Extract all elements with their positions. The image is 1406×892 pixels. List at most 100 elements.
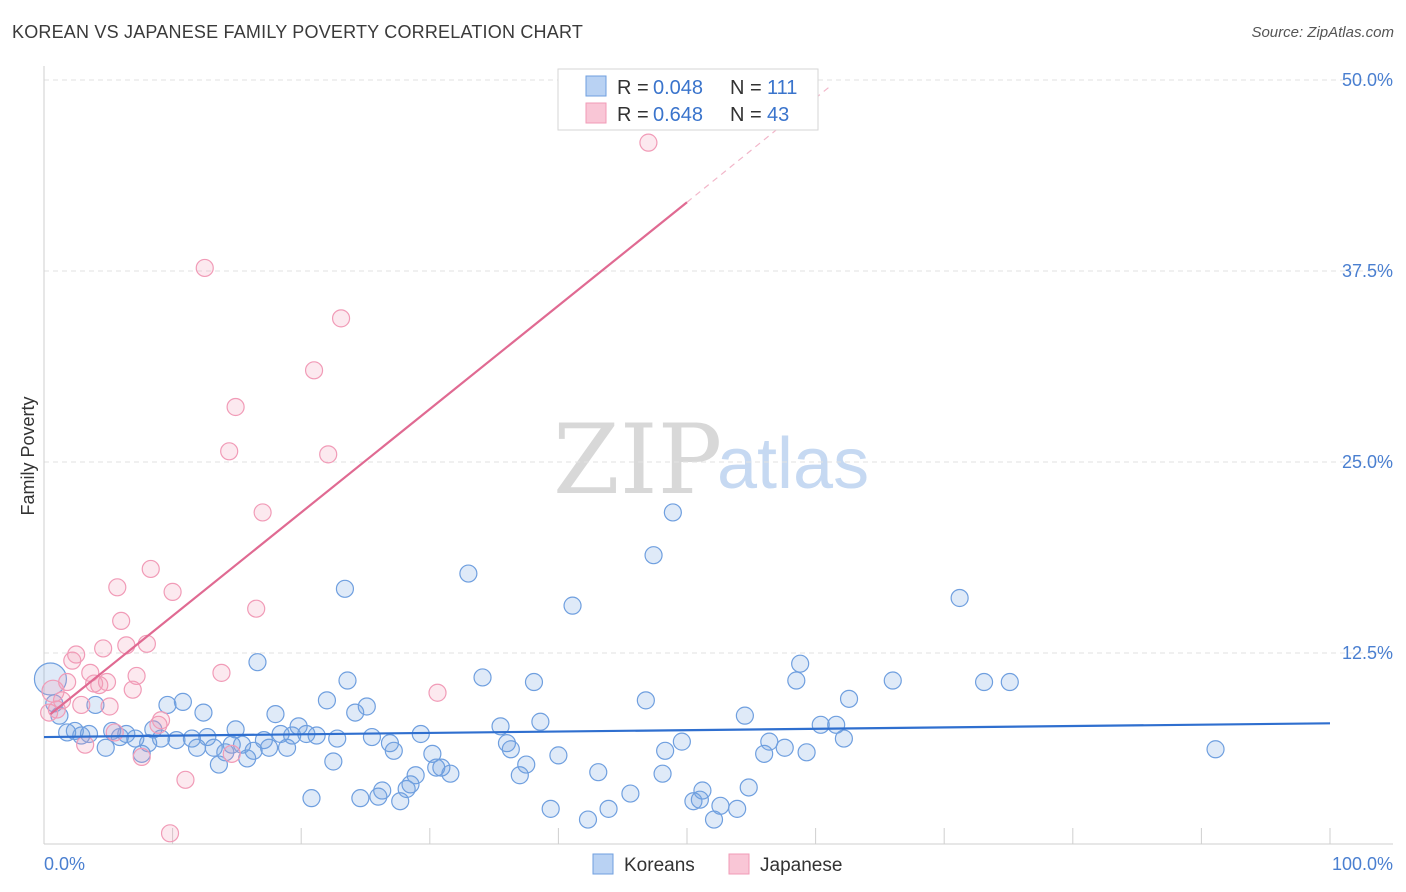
japanese-point xyxy=(100,697,119,716)
korean-point xyxy=(563,596,582,615)
korean-point xyxy=(791,654,810,673)
korean-point xyxy=(384,741,403,760)
watermark-atlas: atlas xyxy=(717,424,869,504)
japanese-point xyxy=(72,695,91,715)
koreans-points xyxy=(33,503,1225,829)
korean-point xyxy=(787,671,806,690)
korean-point xyxy=(328,729,347,748)
japanese-point xyxy=(331,309,351,328)
legend-r-label-koreans: R = xyxy=(617,77,649,99)
korean-point xyxy=(357,697,376,716)
y-tick-label-1: 25.0% xyxy=(1342,452,1393,472)
japanese-trend-extension xyxy=(686,87,829,203)
korean-point xyxy=(974,672,994,692)
korean-point xyxy=(491,717,510,736)
chart-title: KOREAN VS JAPANESE FAMILY POVERTY CORREL… xyxy=(12,22,584,42)
korean-point xyxy=(621,784,640,803)
korean-point xyxy=(362,727,382,747)
korean-point xyxy=(79,724,99,744)
korean-point xyxy=(194,703,213,722)
japanese-point xyxy=(247,599,266,618)
japanese-points xyxy=(40,133,658,843)
korean-point xyxy=(198,727,217,747)
japanese-point xyxy=(94,639,113,658)
japanese-point xyxy=(226,397,245,417)
y-tick-label-2: 37.5% xyxy=(1342,261,1393,281)
korean-point xyxy=(86,695,105,715)
japanese-point xyxy=(253,503,272,522)
korean-point xyxy=(839,689,859,708)
bottom-legend-label-japanese: Japanese xyxy=(760,855,842,876)
korean-point xyxy=(117,724,136,744)
korean-point xyxy=(644,546,663,565)
japanese-point xyxy=(212,663,231,682)
korean-point xyxy=(216,743,235,762)
bottom-legend: Koreans Japanese xyxy=(592,853,842,876)
korean-point xyxy=(335,579,355,598)
japanese-point xyxy=(160,824,180,843)
x-tick-label-max: 100.0% xyxy=(1332,854,1393,874)
korean-point xyxy=(346,703,365,722)
korean-point xyxy=(663,503,682,522)
japanese-point xyxy=(304,361,324,380)
japanese-point xyxy=(141,559,160,579)
legend-r-value-koreans: 0.048 xyxy=(653,77,703,99)
korean-point xyxy=(549,746,568,765)
korean-point xyxy=(232,735,252,754)
top-legend: R = 0.048 N = 111 R = 0.648 N = 43 xyxy=(557,68,819,131)
y-tick-labels: 12.5% 25.0% 37.5% 50.0% xyxy=(1342,70,1393,663)
korean-point xyxy=(510,766,529,785)
korean-point xyxy=(811,715,830,734)
japanese-point xyxy=(123,680,142,699)
japanese-point xyxy=(195,258,214,278)
legend-n-value-japanese: 43 xyxy=(767,104,789,126)
japanese-point xyxy=(639,133,658,152)
korean-point xyxy=(656,741,675,760)
japanese-point xyxy=(108,578,127,597)
korean-point xyxy=(599,799,618,818)
bottom-legend-swatch-koreans xyxy=(592,853,614,875)
korean-point xyxy=(226,720,245,739)
korean-point xyxy=(96,738,115,757)
japanese-point xyxy=(319,445,338,464)
korean-point xyxy=(653,764,672,783)
korean-point xyxy=(1206,740,1225,759)
korean-point xyxy=(259,738,279,757)
korean-point xyxy=(636,691,655,710)
korean-point xyxy=(950,588,969,608)
korean-point xyxy=(351,789,370,808)
japanese-point xyxy=(127,666,146,686)
legend-n-label-japanese: N = xyxy=(730,104,762,126)
japanese-point xyxy=(163,582,182,601)
korean-point xyxy=(775,738,794,757)
korean-point xyxy=(672,732,691,751)
korean-point xyxy=(728,799,747,818)
korean-point xyxy=(524,672,544,692)
gridlines xyxy=(44,79,1393,654)
korean-point xyxy=(693,781,712,800)
korean-point xyxy=(324,752,343,771)
japanese-point xyxy=(132,747,151,767)
korean-point xyxy=(797,743,816,762)
japanese-trend-line xyxy=(49,201,688,715)
korean-point xyxy=(760,732,779,751)
korean-point xyxy=(401,775,420,794)
korean-point xyxy=(204,738,223,757)
japanese-point xyxy=(105,723,124,742)
japanese-point xyxy=(112,611,131,631)
bottom-legend-swatch-japanese xyxy=(728,853,750,875)
korean-point xyxy=(531,712,550,731)
korean-point xyxy=(735,706,754,725)
y-tick-label-0: 12.5% xyxy=(1342,643,1393,663)
japanese-point xyxy=(151,711,171,730)
korean-point xyxy=(459,564,478,583)
japanese-point xyxy=(220,442,239,461)
japanese-point xyxy=(76,735,95,754)
japanese-point xyxy=(97,672,117,692)
japanese-point xyxy=(58,672,77,692)
trend-lines xyxy=(43,87,1331,739)
japanese-point xyxy=(428,683,447,702)
japanese-point xyxy=(67,645,86,664)
legend-r-value-japanese: 0.648 xyxy=(653,104,703,126)
